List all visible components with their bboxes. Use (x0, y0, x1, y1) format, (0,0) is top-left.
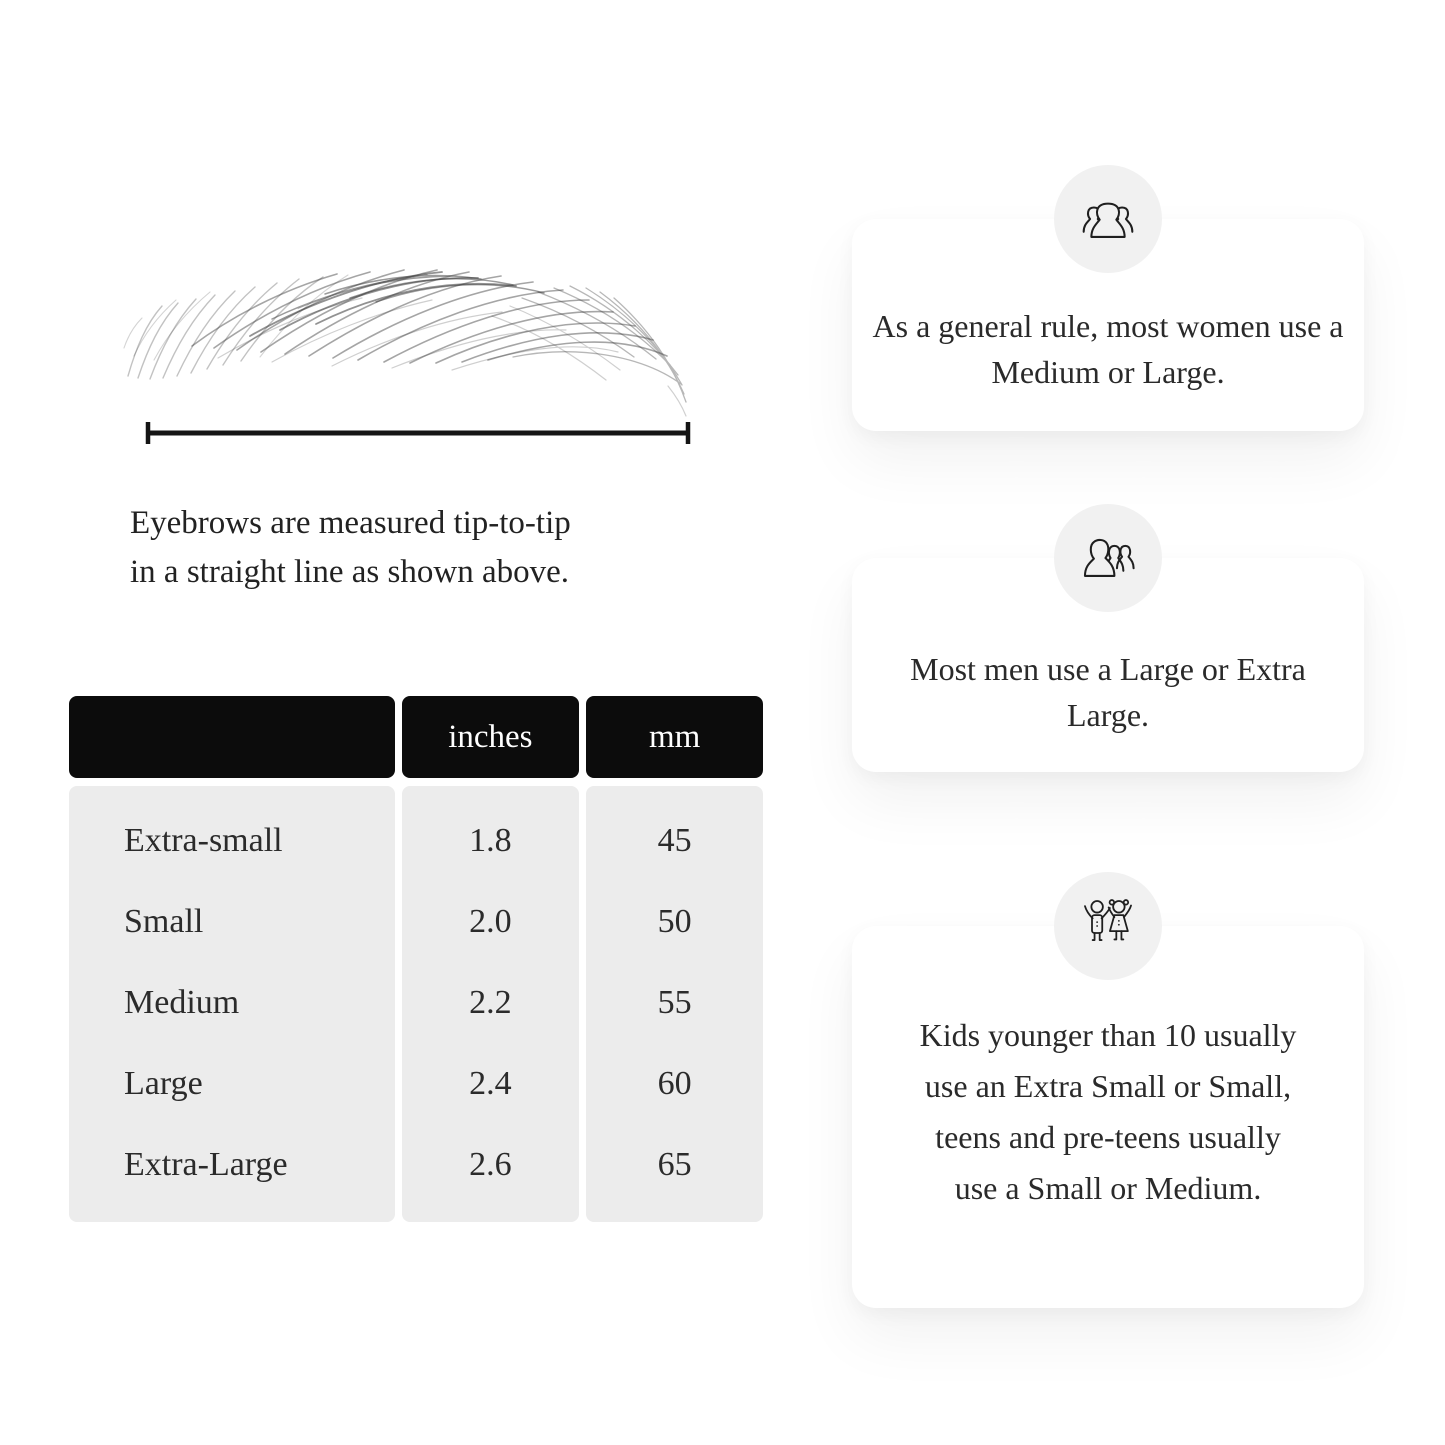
inches-value: 2.0 (469, 902, 512, 940)
inches-column: 1.8 2.0 2.2 2.4 2.6 (401, 786, 580, 1222)
size-label: Large (124, 1064, 203, 1102)
size-label: Small (124, 902, 204, 940)
women-group-icon (1082, 202, 1134, 238)
size-table-body: Extra-small Small Medium Large Extra-Lar… (69, 786, 763, 1222)
inches-value: 1.8 (469, 821, 512, 859)
icon-badge (1054, 165, 1162, 273)
eyebrow-illustration (123, 269, 687, 417)
header-cell-size (69, 696, 395, 778)
inches-value: 2.6 (469, 1145, 512, 1183)
icon-badge (1054, 872, 1162, 980)
caption-line-1: Eyebrows are measured tip-to-tip (130, 505, 571, 541)
size-table: inches mm Extra-small Small Medium Large… (69, 696, 763, 1222)
mm-value: 50 (657, 902, 692, 940)
measurement-caption: Eyebrows are measured tip-to-tip in a st… (130, 499, 571, 597)
size-table-header: inches mm (69, 696, 763, 778)
info-card-men: Most men use a Large or Extra Large. (852, 504, 1364, 772)
caption-line-2: in a straight line as shown above. (130, 554, 569, 590)
card-text-men: Most men use a Large or Extra Large. (910, 651, 1306, 733)
icon-badge (1054, 504, 1162, 612)
mm-value: 60 (657, 1064, 692, 1102)
size-label-column: Extra-small Small Medium Large Extra-Lar… (69, 786, 395, 1222)
inches-value: 2.2 (469, 983, 512, 1021)
info-card-women: As a general rule, most women use a Medi… (852, 165, 1364, 431)
children-icon (1084, 899, 1132, 941)
card-text-women: As a general rule, most women use a Medi… (872, 308, 1344, 390)
mm-column: 45 50 55 60 65 (586, 786, 763, 1222)
info-card-kids: Kids younger than 10 usually use an Extr… (852, 872, 1364, 1308)
card-text-kids: Kids younger than 10 usually use an Extr… (919, 1017, 1297, 1206)
size-label: Medium (124, 983, 240, 1021)
header-cell-mm: mm (586, 696, 763, 778)
inches-value: 2.4 (469, 1064, 512, 1102)
mm-value: 45 (657, 821, 692, 859)
size-label: Extra-small (124, 821, 283, 859)
mm-value: 55 (657, 983, 692, 1021)
size-label: Extra-Large (124, 1145, 288, 1183)
header-cell-inches: inches (401, 696, 580, 778)
mm-value: 65 (657, 1145, 692, 1183)
men-group-icon (1083, 538, 1135, 577)
measurement-line (145, 422, 691, 444)
